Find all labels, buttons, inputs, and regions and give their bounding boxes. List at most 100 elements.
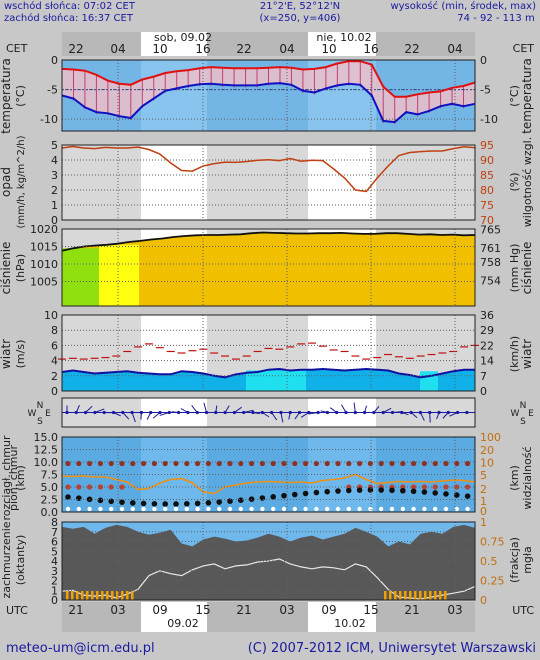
grid-text: (x=250, y=406)	[260, 13, 341, 24]
bottom-day2: 10.02	[334, 617, 366, 630]
cloud-low-dot	[313, 489, 320, 496]
cloud-base-dot	[271, 506, 276, 512]
pressure-right-tick: 765	[480, 223, 501, 236]
pressure-right-tick: 761	[480, 242, 501, 255]
cloud-low-dot	[76, 495, 82, 501]
cloud-low-dot	[108, 498, 114, 505]
fog-right-tick: 0.25	[480, 575, 505, 588]
wind-direction-dot	[214, 410, 218, 415]
cloud-low-dot	[464, 493, 471, 499]
panel-frame	[61, 314, 476, 392]
pressure-left-tick: 1020	[30, 223, 58, 236]
cloud-cover-area	[62, 524, 475, 600]
wind-direction-dot	[111, 410, 116, 415]
temperature-left-tick: 0	[51, 54, 58, 67]
bottom-hours: 21 03 09 15 21 03 09 15 21 03	[68, 603, 462, 617]
wind-direction-dot	[102, 410, 106, 415]
cloud-top-dot	[195, 460, 201, 467]
bottom-tz: UTC	[6, 604, 28, 617]
wind-unit-right: (km/h)	[508, 336, 521, 372]
cloud-base-dot	[217, 506, 222, 512]
wind-direction-dot	[149, 410, 153, 415]
wind-direction-arrow	[308, 412, 319, 415]
top-hours: 22 04 10 16 22 04 10 16 22 04	[68, 42, 462, 56]
precip-left-tick: 0	[51, 214, 58, 227]
cloud-base-dot	[163, 506, 168, 512]
fog-bar	[414, 591, 417, 600]
humidity-ylabel-right: wilgotność wzgl.	[521, 137, 534, 227]
clouds-left-tick: 2.5	[41, 494, 59, 507]
cloud-cover-left-tick: 3	[51, 565, 58, 578]
visibility-right-tick: 100	[480, 431, 501, 444]
cloud-base-dot	[389, 506, 395, 512]
wind-direction-dot	[270, 410, 274, 415]
wind-ylabel-right: wiatr	[520, 339, 534, 369]
wind-direction-dot	[65, 410, 69, 415]
humidity-line	[61, 145, 476, 193]
clouds-left-tick: 15.0	[34, 431, 59, 444]
visibility-right-tick: 5	[480, 469, 487, 482]
compass-letter-left: E	[45, 409, 51, 419]
wind-direction-arrow	[280, 412, 284, 423]
pressure-ylabel-left: ciśnienie	[0, 242, 13, 295]
compass-letter-right: E	[528, 409, 534, 419]
cloud-low-dot	[367, 487, 374, 493]
fog-bar	[404, 591, 407, 600]
fog-bar	[71, 591, 74, 600]
fog-bar	[384, 591, 387, 600]
cloud-low-dot	[194, 500, 201, 507]
cloud-low-dot	[65, 494, 71, 500]
fog-bar	[394, 591, 397, 600]
pressure-line	[61, 231, 476, 252]
footer-email[interactable]: meteo-um@icm.edu.pl	[6, 641, 155, 656]
bottom-hour-label: 15	[195, 603, 210, 617]
cloud-top-dot	[65, 460, 71, 467]
cloud-top-dot	[389, 460, 395, 467]
cloud-base-dot	[109, 506, 114, 512]
cloud-cover-unit-left: (oktanty)	[14, 535, 27, 586]
wind-direction-dot	[297, 410, 302, 415]
cloud-low-dot	[356, 487, 363, 493]
top-hour-label: 16	[363, 42, 378, 56]
top-strip-day1	[141, 32, 207, 56]
clouds-left-tick: 0.0	[41, 506, 59, 519]
top-hour-label: 22	[404, 42, 419, 56]
wind-direction-dot	[372, 410, 376, 415]
pressure-yellow-block	[99, 244, 139, 306]
wind-left-tick: 6	[51, 339, 58, 352]
cloud-base-dot	[184, 506, 189, 512]
wind-direction-dot	[428, 410, 432, 415]
top-strip-day2	[308, 32, 376, 56]
wind-direction-dot	[446, 410, 450, 415]
wind-direction-dot	[167, 410, 171, 415]
cloud-mid-dot	[76, 484, 82, 490]
cloud-base-dot	[379, 506, 384, 512]
bottom-hour-label: 21	[404, 603, 419, 617]
compass-letter-right: S	[520, 417, 526, 427]
wind-direction-arrow	[203, 402, 207, 413]
visibility-right-tick: 10	[480, 457, 494, 470]
wind-direction-dot	[390, 410, 395, 415]
cloud-low-dot	[151, 501, 158, 507]
top-tz: CET	[6, 42, 28, 55]
cloud-low-dot	[400, 487, 406, 494]
wind-direction-dot	[288, 410, 292, 415]
cloud-top-dot	[173, 460, 179, 467]
cloud-top-dot	[87, 460, 93, 467]
bottom-hour-label: 03	[110, 603, 125, 617]
wind-direction-dot	[344, 410, 348, 415]
cloud-low-dot	[410, 488, 417, 495]
wind-direction-dot	[381, 410, 385, 415]
fog-bar	[121, 591, 124, 600]
cloud-base-dot	[76, 506, 82, 512]
precip-left-tick: 4	[51, 154, 58, 167]
wind-right-tick: 14	[480, 355, 494, 368]
cloud-low-dot	[378, 487, 385, 493]
cloud-top-dot	[324, 460, 330, 467]
humidity-right-tick: 70	[480, 214, 494, 227]
wind-direction-dot	[400, 410, 404, 415]
cloud-top-dot	[108, 460, 114, 467]
